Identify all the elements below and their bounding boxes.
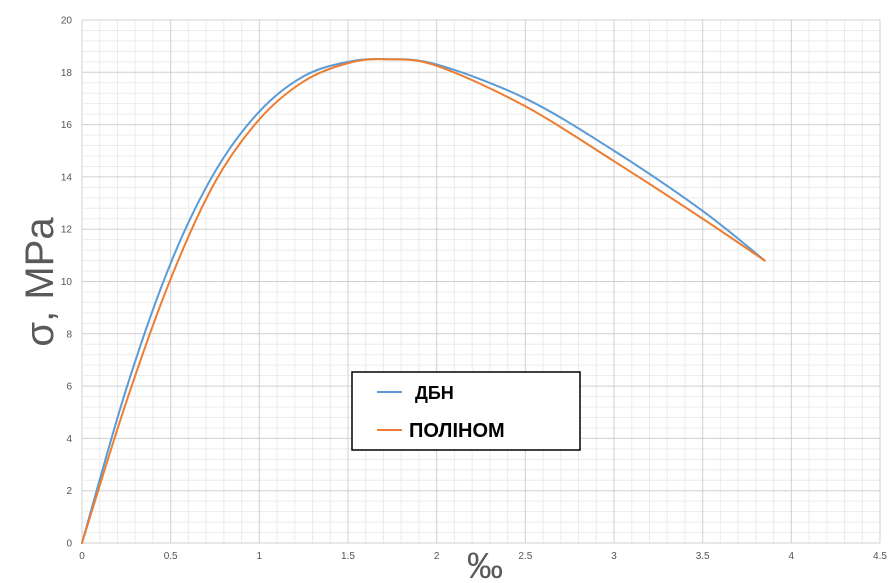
y-tick-label: 18: [61, 68, 73, 79]
y-tick-label: 10: [61, 277, 73, 288]
y-tick-label: 12: [61, 225, 73, 236]
legend-label-polinom: ПОЛІНОМ: [409, 420, 505, 442]
y-tick-label: 14: [61, 172, 73, 183]
x-tick-label: 4.5: [873, 551, 887, 562]
x-tick-label: 0.5: [164, 551, 178, 562]
y-axis-label: σ, MPa: [18, 217, 62, 347]
x-tick-label: 0: [79, 551, 85, 562]
legend-box: [351, 371, 581, 451]
y-tick-label: 4: [66, 434, 72, 445]
y-tick-label: 8: [66, 329, 72, 340]
y-tick-label: 20: [61, 16, 73, 27]
series-line-polinom: [81, 58, 766, 544]
y-tick-label: 16: [61, 120, 73, 131]
x-tick-label: 1: [257, 551, 263, 562]
x-axis-tick-labels: 0 0.5 1 1.5 2 2.5 3 3.5 4 4.5: [79, 551, 887, 562]
x-tick-label: 3: [611, 551, 617, 562]
x-tick-label: 2.5: [518, 551, 532, 562]
series-lines: [81, 58, 766, 544]
x-tick-label: 3.5: [696, 551, 710, 562]
x-tick-label: 4: [789, 551, 795, 562]
x-tick-label: 2: [434, 551, 440, 562]
y-axis-tick-labels: 0 2 4 6 8 10 12 14 16 18 20: [61, 16, 73, 550]
y-tick-label: 0: [66, 539, 72, 550]
y-tick-label: 2: [66, 486, 72, 497]
legend-label-dbn: ДБН: [415, 383, 454, 403]
series-line-dbn: [81, 58, 766, 544]
y-tick-label: 6: [66, 382, 72, 393]
legend: ДБН ПОЛІНОМ: [351, 371, 581, 451]
x-tick-label: 1.5: [341, 551, 355, 562]
x-axis-label: ‰: [467, 545, 503, 583]
